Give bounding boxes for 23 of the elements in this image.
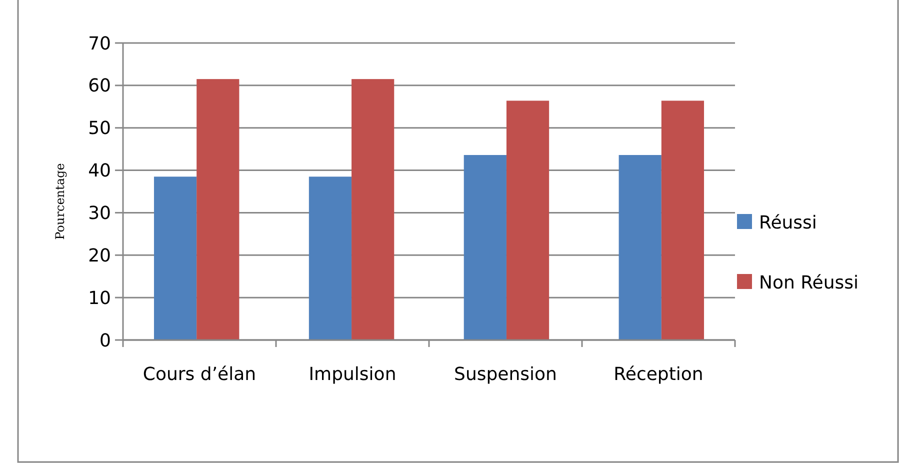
y-tick-label: 30	[88, 203, 111, 224]
y-tick-label: 40	[88, 160, 111, 182]
bar	[661, 100, 704, 340]
bar	[196, 79, 240, 340]
legend-label: Non Réussi	[759, 272, 859, 294]
bar	[308, 176, 352, 340]
y-tick-label: 20	[88, 245, 111, 266]
y-axis-title: Pourcentage	[53, 163, 67, 240]
y-tick-label: 10	[88, 288, 111, 309]
y-tick-label: 50	[88, 118, 111, 140]
y-tick-label: 70	[88, 33, 111, 54]
x-tick-label: Suspension	[454, 364, 557, 385]
bar	[618, 155, 662, 340]
bar	[506, 100, 550, 340]
x-tick-label: Impulsion	[308, 364, 396, 385]
legend-label: Réussi	[759, 212, 817, 234]
y-tick-label: 0	[100, 330, 111, 352]
bar	[352, 79, 394, 340]
bar	[154, 176, 197, 340]
x-tick-label: Réception	[614, 364, 704, 385]
bar	[464, 155, 506, 340]
y-tick-label: 60	[88, 76, 111, 97]
x-tick-label: Cours d’élan	[142, 364, 256, 385]
